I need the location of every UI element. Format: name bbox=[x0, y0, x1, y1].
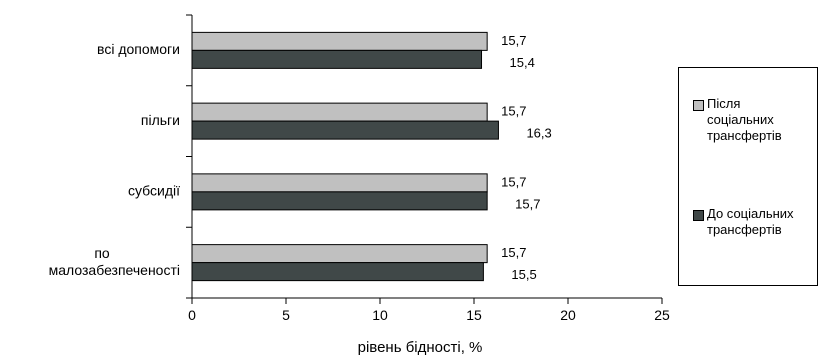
category-label-3-line-1: малозабезпеченості bbox=[49, 262, 180, 278]
x-tick-label-3: 15 bbox=[466, 307, 482, 323]
value-label-before-1: 16,3 bbox=[526, 126, 551, 141]
bar-before-2 bbox=[191, 191, 488, 211]
legend-swatch-after bbox=[693, 100, 704, 111]
bar-after-2 bbox=[191, 173, 488, 193]
value-label-after-3: 15,7 bbox=[501, 245, 526, 260]
value-label-after-2: 15,7 bbox=[501, 174, 526, 189]
value-label-after-0: 15,7 bbox=[501, 33, 526, 48]
legend-label-before-line-1: До соціальних bbox=[707, 206, 794, 221]
bar-after-0 bbox=[191, 31, 488, 51]
category-label-1-line-0: пільги bbox=[141, 112, 180, 128]
legend-item-after: Після соціальних трансфертів bbox=[693, 96, 819, 144]
legend-swatch-before bbox=[693, 210, 704, 221]
bar-after-1 bbox=[191, 102, 488, 122]
x-tick-label-2: 10 bbox=[372, 307, 388, 323]
x-tick-label-0: 0 bbox=[188, 307, 196, 323]
x-axis-title: рівень бідності, % bbox=[358, 339, 483, 356]
legend-label-after-line-3: трансфертів bbox=[707, 128, 782, 143]
legend-label-before: До соціальних трансфертів bbox=[707, 206, 819, 238]
x-tick-label-1: 5 bbox=[282, 307, 290, 323]
value-label-after-1: 15,7 bbox=[501, 104, 526, 119]
legend: Після соціальних трансфертів До соціальн… bbox=[678, 67, 818, 286]
bar-before-1 bbox=[191, 120, 499, 140]
legend-label-before-line-2: трансфертів bbox=[707, 222, 782, 237]
category-label-2-line-0: субсидії bbox=[128, 183, 180, 199]
bar-before-3 bbox=[191, 262, 484, 282]
value-label-before-0: 15,4 bbox=[510, 55, 535, 70]
legend-label-after-line-1: Після bbox=[707, 96, 741, 111]
value-label-before-3: 15,5 bbox=[511, 267, 536, 282]
bar-after-3 bbox=[191, 244, 488, 264]
category-label-3-line-0: по bbox=[94, 245, 110, 261]
bar-before-0 bbox=[191, 49, 483, 69]
value-label-before-2: 15,7 bbox=[515, 196, 540, 211]
legend-label-after: Після соціальних трансфертів bbox=[707, 96, 819, 144]
category-label-0-line-0: всі допомоги bbox=[97, 41, 180, 57]
legend-label-after-line-2: соціальних bbox=[707, 112, 774, 127]
x-tick-label-4: 20 bbox=[560, 307, 576, 323]
legend-item-before: До соціальних трансфертів bbox=[693, 206, 819, 238]
x-tick-label-5: 25 bbox=[654, 307, 670, 323]
